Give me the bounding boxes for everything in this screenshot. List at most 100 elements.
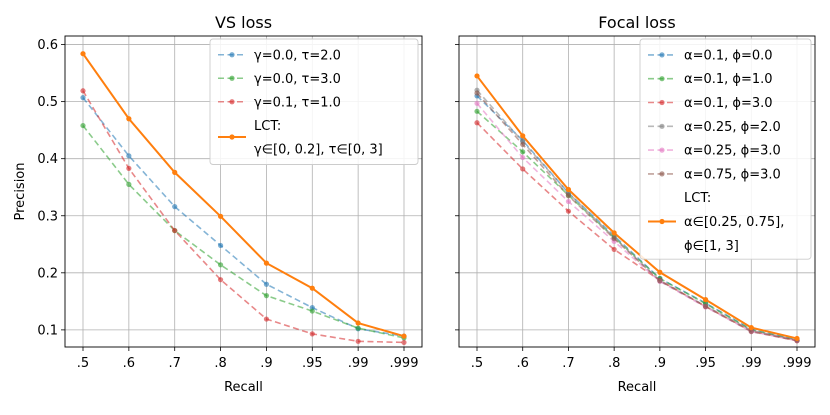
data-point [126,165,132,171]
data-point [309,285,315,291]
legend-marker [659,147,665,153]
series-3 [80,88,407,346]
data-point [474,108,480,114]
legend-marker [229,75,235,81]
data-point [355,338,361,344]
x-tick-label: .5 [77,356,89,371]
x-tick-label: .95 [695,356,716,371]
x-tick-label: .5 [471,356,483,371]
data-point [172,227,178,234]
chart-title: Focal loss [598,13,675,32]
legend-label: α=0.25, ϕ=2.0 [684,120,781,135]
data-point [355,325,361,331]
data-point [520,166,526,172]
x-tick-label: .95 [302,356,323,371]
y-tick-label: 0.2 [37,266,58,281]
legend-marker [229,134,235,140]
data-point [702,303,709,310]
data-point [565,193,572,199]
data-point [80,88,86,94]
legend-label: γ∈[0, 0.2], τ∈[0, 3] [254,142,383,157]
data-point [309,308,315,314]
series-line [476,110,798,341]
data-point [794,335,800,342]
y-tick-label: 0.3 [37,209,58,224]
y-tick-label: 0.6 [37,38,58,53]
data-point [474,90,480,96]
legend-label: α∈[0.25, 0.75], [684,215,784,230]
data-point [172,204,178,210]
legend-label: α=0.25, ϕ=3.0 [684,144,781,159]
legend-marker [659,76,665,82]
legend: γ=0.0, τ=2.0 γ=0.0, τ=3.0 γ=0.1, τ=1.0 LCT:… [209,38,419,165]
x-tick-label: .999 [783,356,812,371]
legend-marker [229,52,235,58]
data-point [80,95,86,101]
x-tick-label: .99 [348,356,369,371]
legend-label: γ=0.1, τ=1.0 [254,95,341,110]
legend-box [209,38,419,165]
legend-label: LCT: [684,191,711,206]
y-tick-label: 0.1 [37,323,58,338]
data-point [172,169,178,175]
x-tick-label: .9 [260,356,272,371]
x-tick-label: .9 [654,356,666,371]
data-point [217,213,224,219]
legend-label: α=0.1, ϕ=0.0 [684,48,773,63]
series-line [476,102,798,342]
x-tick-label: .8 [214,356,226,371]
data-point [657,278,663,284]
x-axis-label: Recall [224,380,263,395]
axes-frame [458,35,816,348]
data-point [520,154,526,161]
data-point [126,153,132,159]
legend-marker [659,218,665,225]
data-point [217,262,224,268]
x-tick-label: .7 [169,356,181,371]
chart-panel-2: .5 .6 .7 .8 .9 .95 .99 .999 Focal loss Recall α=0.… [455,13,816,395]
legend-marker [659,99,665,106]
data-point [263,281,270,287]
y-tick-label: 0.4 [37,152,58,167]
legend-box [639,38,812,260]
axes-frame [64,35,423,348]
data-point [474,73,480,79]
data-point [520,133,526,139]
data-point [611,230,617,236]
data-point [263,293,270,299]
data-point [520,149,526,155]
legend-marker [659,123,665,129]
data-point [126,181,132,187]
data-point [748,328,754,335]
legend-label: α=0.1, ϕ=1.0 [684,72,773,87]
x-tick-label: .7 [562,356,574,371]
data-point [611,235,617,242]
legend-marker [659,52,665,58]
x-tick-label: .6 [123,356,135,371]
legend-label: γ=0.0, τ=2.0 [254,48,341,63]
series-line [476,122,798,342]
data-point [263,260,270,266]
x-tick-label: .999 [390,356,419,371]
chart-title: VS loss [215,13,272,32]
series-line [476,75,798,340]
x-tick-label: .8 [608,356,620,371]
data-point [565,198,572,205]
data-point [217,277,224,283]
series-line [476,92,798,342]
data-point [126,116,132,122]
legend-marker [229,99,235,105]
series-line [82,97,405,337]
x-tick-label: .6 [517,356,529,371]
legend-label: α=0.1, ϕ=3.0 [684,96,773,111]
data-point [355,320,361,326]
chart-panel-1: .5 .6 .7 .8 .9 .95 .99 .999 0.1 0.2 0.3 0.4 0.5 0.6 VS… [13,13,423,395]
legend-label: γ=0.0, τ=3.0 [254,72,341,87]
x-axis-label: Recall [618,380,657,395]
x-tick-label: .99 [741,356,762,371]
data-point [401,339,407,346]
series-6 [474,90,800,344]
legend-label: α=0.75, ϕ=3.0 [684,167,781,182]
legend: α=0.1, ϕ=0.0 α=0.1, ϕ=1.0 α=0.1, ϕ=3.0 α=0.… [639,38,812,260]
series-line [82,90,405,344]
